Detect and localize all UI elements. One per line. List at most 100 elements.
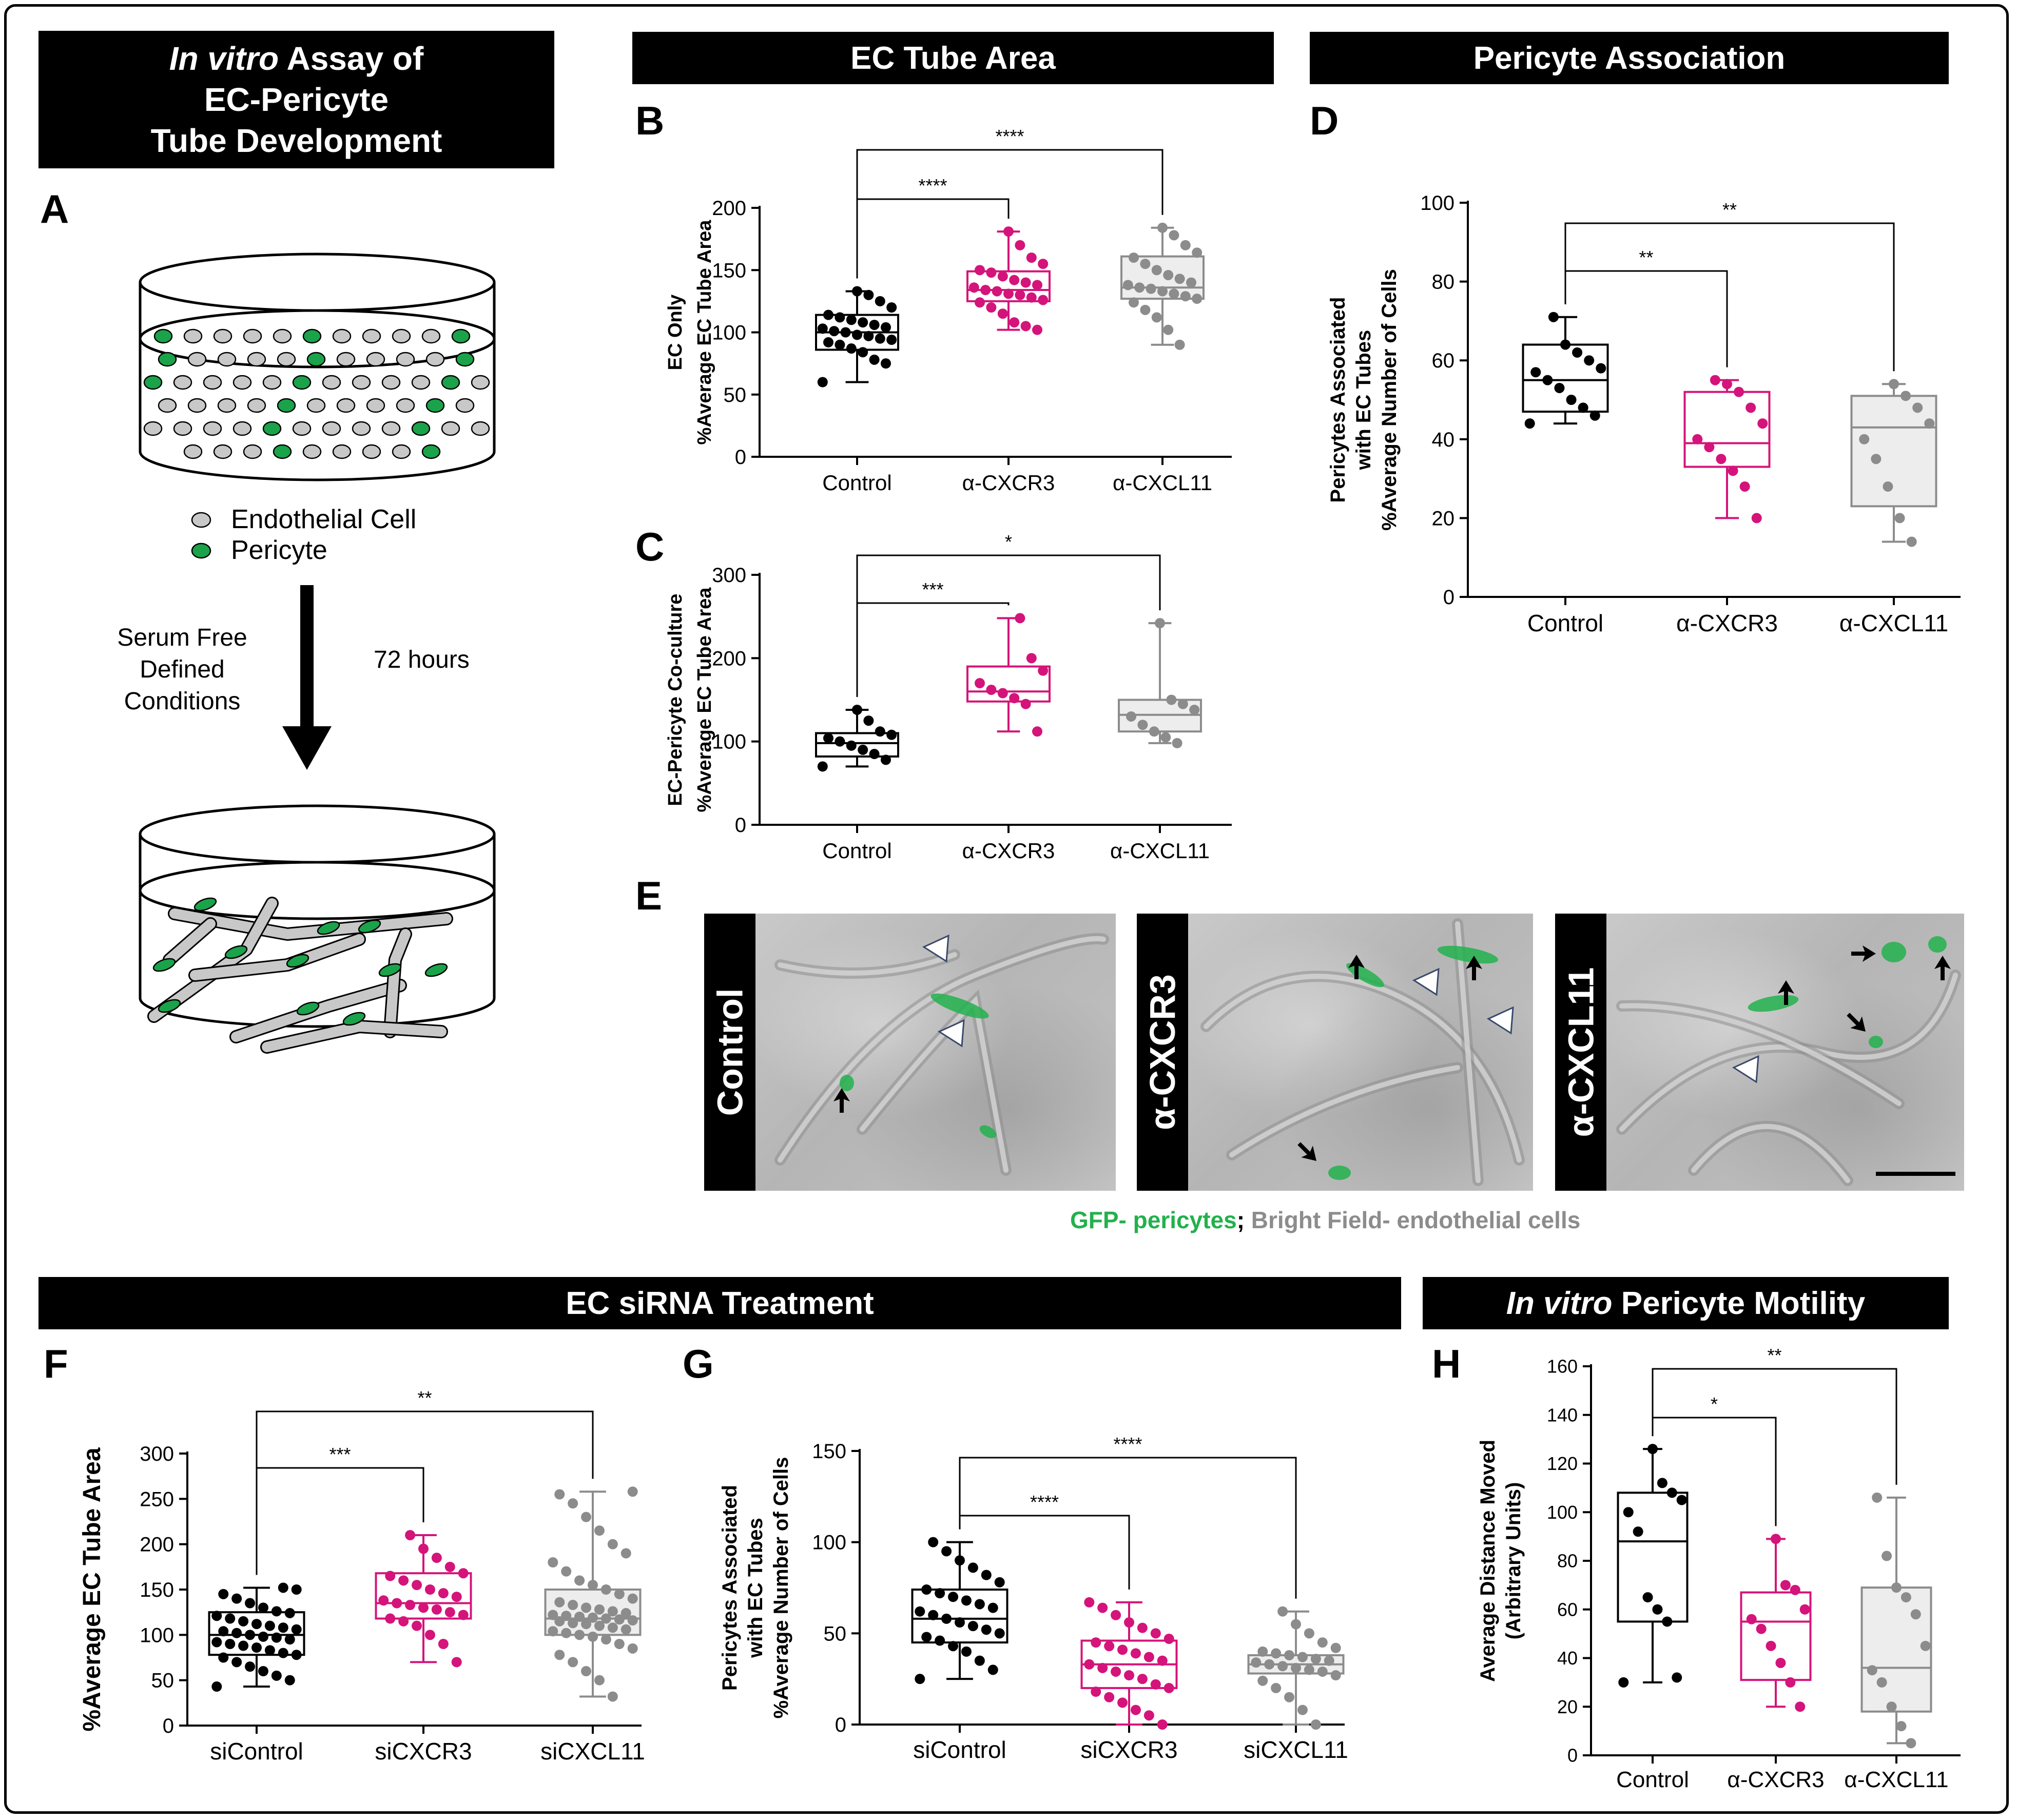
chart-c-significance-label: *** [922,579,943,600]
black-arrow-marker [1778,980,1794,1005]
chart-d-data-point [1572,347,1583,358]
chart-c: 0 100 200 300 Control α-CXCR3 α-CXCL11 EC-Peric… [665,531,1232,863]
pericyte-on-tube [193,897,217,912]
chart-h-data-point [1896,1721,1907,1732]
chart-g-data-point [1330,1642,1341,1653]
chart-f-data-point [574,1575,585,1586]
dish-top-bottom [139,451,496,481]
endothelial-cell [262,375,282,390]
condition-line-2: Defined [140,656,225,683]
micrograph-tube [1226,1062,1463,1160]
chart-b-data-point [881,358,891,369]
chart-d-data-point [1751,513,1762,524]
chart-b-data-point [1020,321,1031,332]
chart-f-data-point [218,1626,229,1637]
chart-f-data-point [291,1650,302,1660]
chart-c-data-point [997,688,1008,699]
chart-f-data-point [444,1607,455,1618]
chart-g-data-point [1317,1637,1328,1648]
header-motility-rest: Pericyte Motility [1612,1285,1866,1321]
endothelial-cell [232,421,252,436]
chart-f-data-point [238,1640,249,1651]
chart-f-data-point [251,1619,262,1630]
chart-g-y-tick-label: 0 [835,1714,846,1736]
chart-g-data-point [961,1595,972,1606]
chart-c-data-point [1009,693,1020,704]
chart-f-category-label: siCXCL11 [540,1738,645,1765]
chart-d-data-point [1912,402,1923,413]
chart-g-category-label: siCXCR3 [1080,1736,1177,1763]
chart-d-data-point [1578,402,1588,413]
chart-c-data-point [1155,618,1165,629]
chart-g-data-point [1097,1662,1108,1673]
chart-d-significance-label: ** [1639,247,1653,268]
endothelial-cell [471,375,490,390]
chart-f-category-label: siControl [210,1738,303,1765]
chart-h-category-label: Control [1616,1767,1689,1792]
chart-d-y-label: %Average Number of Cells [1378,269,1401,531]
chart-h-box-0 [1617,1448,1689,1683]
chart-b-data-point [1140,304,1151,315]
chart-f-data-point [405,1530,416,1540]
chart-b-data-point [869,354,880,365]
chart-b-data-point [1129,253,1139,263]
chart-h-data-point [1906,1738,1916,1749]
pericyte-cell [302,328,322,344]
chart-b-data-point [1157,286,1168,297]
black-arrow-head [1934,956,1951,969]
chart-h-data-point [1756,1623,1767,1634]
chart-c-data-point [1137,720,1148,730]
chart-f-data-point [568,1618,578,1629]
chart-f-data-point [211,1611,222,1621]
micrograph-tube-highlight [1619,1003,1902,1106]
chart-g-data-point [961,1646,972,1657]
chart-d-data-point [1728,466,1738,476]
chart-g-data-point [1271,1682,1282,1693]
chart-f-data-point [554,1650,565,1660]
chart-h-y-tick-label: 60 [1557,1599,1578,1620]
chart-d-box-2 [1850,383,1937,543]
chart-f-y-label: %Average EC Tube Area [79,1447,106,1731]
chart-h-data-point [1785,1677,1796,1688]
chart-g-data-point [1310,1654,1321,1664]
chart-g-significance-label: **** [1113,1434,1142,1455]
chart-f-data-point [218,1589,229,1599]
chart-h-data-point [1867,1665,1877,1676]
chart-g-significance-label: **** [1030,1492,1059,1513]
pericyte-on-tube [358,919,381,934]
chart-c-data-point [817,761,828,772]
chart-c-data-point [1032,726,1042,737]
chart-f-data-point [620,1548,631,1559]
chart-b-data-point [1038,295,1049,305]
endothelial-cell [336,352,356,367]
chart-g-data-point [1104,1692,1115,1702]
chart-b-significance-bracket [856,149,1163,279]
chart-f-data-point [251,1642,262,1653]
white-arrowhead-marker [922,934,949,963]
chart-d-data-point [1530,367,1541,378]
chart-g-data-point [928,1610,939,1620]
chart-f-data-point [211,1637,222,1648]
header-motility: In vitro Pericyte Motility [1423,1277,1949,1329]
chart-f-data-point [561,1566,572,1577]
white-arrowhead-marker [1732,1055,1759,1083]
chart-b-data-point [992,286,1002,297]
chart-g-data-point [955,1555,965,1566]
panel-letter-g: G [683,1341,714,1386]
chart-b-data-point [1134,282,1145,293]
chart-b-data-point [1032,324,1042,335]
header-assay-italic: In vitro [169,40,279,77]
chart-g-data-point [915,1606,925,1617]
chart-c-data-point [1160,732,1171,743]
endothelial-cell [441,421,460,436]
chart-d-data-point [1560,339,1570,350]
chart-f-data-point [627,1486,638,1497]
chart-b-data-point [881,322,891,333]
chart-b-data-point [1192,294,1203,304]
pericyte-on-tube [158,999,181,1013]
chart-d-y-tick-label: 100 [1420,192,1454,215]
chart-g-data-point [974,1599,985,1610]
chart-f-data-point [225,1613,236,1624]
chart-d-data-point [1554,382,1565,393]
chart-g-data-point [1251,1657,1262,1668]
